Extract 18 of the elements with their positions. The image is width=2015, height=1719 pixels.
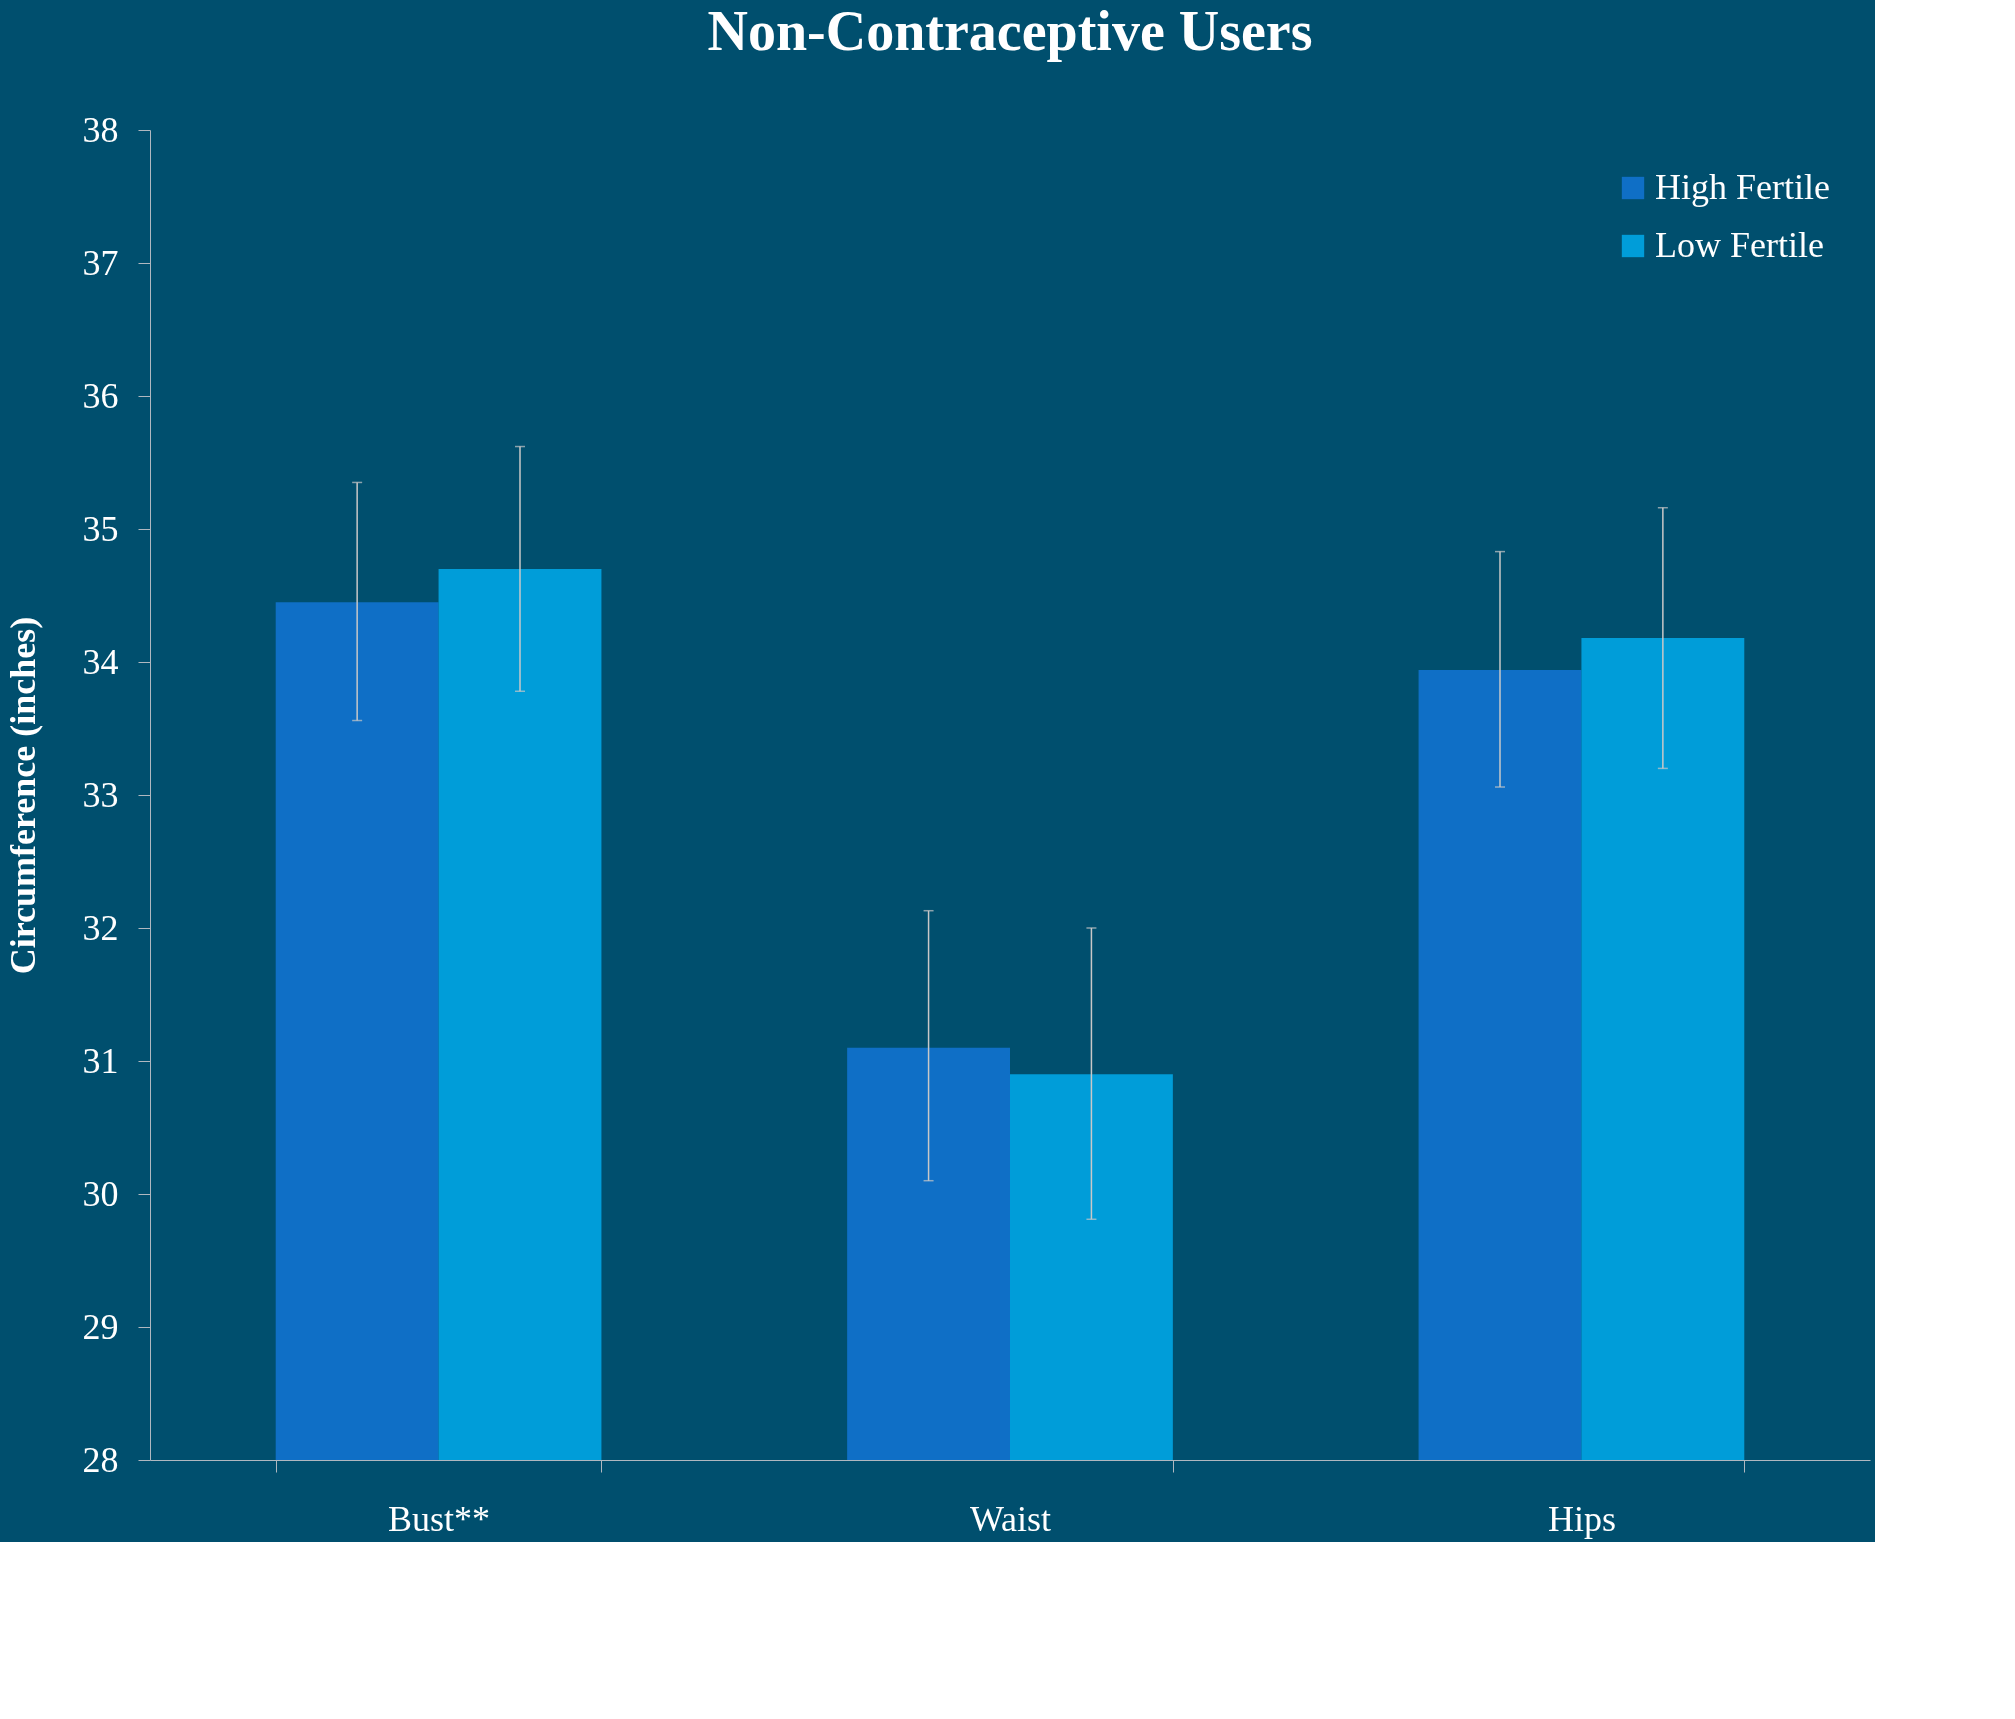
- y-tick-label: 35: [82, 508, 119, 549]
- y-tick-label: 33: [82, 774, 119, 815]
- y-tick-label: 32: [82, 907, 119, 948]
- y-tick-label: 30: [82, 1173, 119, 1214]
- y-tick-label: 31: [82, 1040, 119, 1081]
- chart-title: Non-Contraceptive Users: [707, 0, 1313, 62]
- y-tick-label: 34: [82, 641, 119, 682]
- y-tick-label: 38: [82, 109, 119, 150]
- y-tick-label: 36: [82, 375, 119, 416]
- legend-label: Low Fertile: [1655, 225, 1824, 265]
- legend-label: High Fertile: [1655, 167, 1830, 207]
- y-axis-title: Circumference (inches): [2, 616, 43, 975]
- x-tick-label: Bust**: [388, 1498, 491, 1539]
- x-tick-label: Hips: [1547, 1498, 1616, 1539]
- y-tick-label: 37: [82, 242, 119, 283]
- y-tick-label: 29: [82, 1306, 119, 1347]
- x-tick-label: Waist: [969, 1498, 1052, 1539]
- y-tick-label: 28: [82, 1439, 119, 1480]
